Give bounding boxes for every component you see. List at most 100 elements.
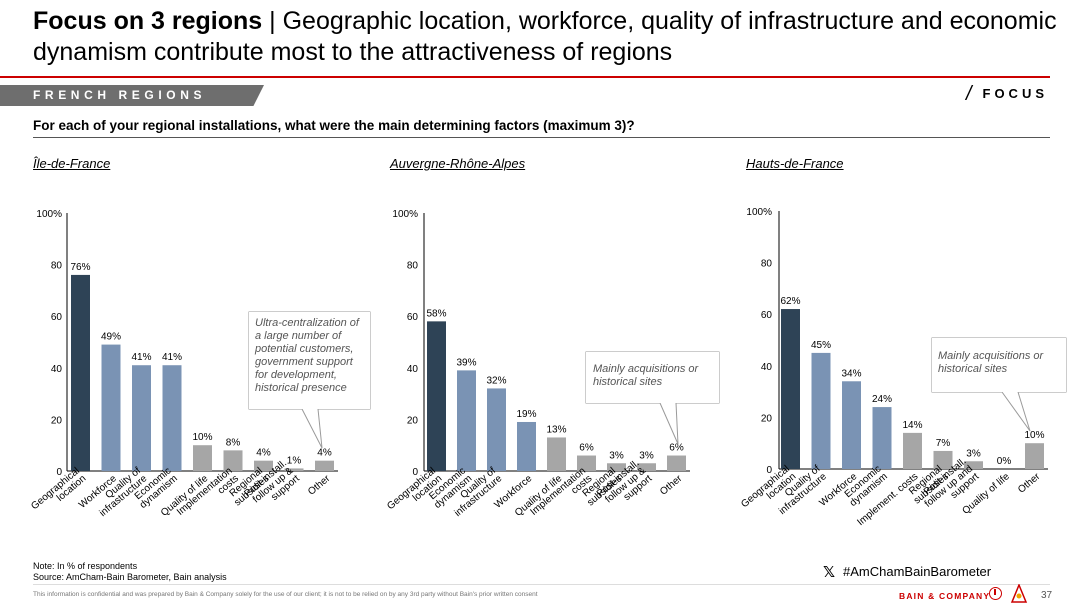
data-label: 4% bbox=[256, 448, 271, 459]
data-label: 19% bbox=[516, 409, 536, 420]
y-tick-label: 60 bbox=[761, 310, 773, 321]
y-tick-label: 100% bbox=[36, 209, 62, 220]
category-label: Other bbox=[306, 473, 333, 498]
data-label: 0% bbox=[997, 456, 1012, 467]
bar bbox=[903, 432, 922, 469]
bar bbox=[964, 461, 983, 469]
question-divider bbox=[33, 137, 1050, 138]
title-divider bbox=[0, 76, 1050, 78]
focus-label: FOCUS bbox=[982, 86, 1048, 101]
data-label: 39% bbox=[456, 357, 476, 368]
page-title-rest: | Geographic location, workforce, qualit… bbox=[33, 7, 1057, 66]
bain-brand: BAIN & COMPANY bbox=[899, 591, 991, 601]
x-logo-icon: 𝕏 bbox=[823, 564, 836, 581]
bar bbox=[933, 450, 953, 469]
bar bbox=[457, 370, 476, 471]
y-tick-label: 100% bbox=[392, 209, 418, 220]
region-title-auvergne: Auvergne-Rhône-Alpes bbox=[390, 156, 526, 171]
section-tag: FRENCH REGIONS bbox=[0, 85, 264, 106]
callout-auvergne: Mainly acquisitions or historical sites bbox=[586, 352, 719, 403]
y-tick-label: 100% bbox=[746, 207, 772, 218]
data-label: 34% bbox=[841, 368, 861, 379]
bar bbox=[811, 352, 831, 469]
bar bbox=[315, 460, 334, 471]
bar bbox=[781, 309, 800, 469]
y-tick-label: 80 bbox=[761, 259, 773, 270]
region-title-hauts-de-france: Hauts-de-France bbox=[746, 156, 844, 171]
data-label: 76% bbox=[70, 262, 90, 273]
bar bbox=[547, 437, 566, 471]
y-tick-label: 20 bbox=[51, 415, 63, 426]
y-tick-label: 40 bbox=[51, 364, 63, 375]
category-label: Other bbox=[1016, 471, 1043, 496]
source-text: Source: AmCham-Bain Barometer, Bain anal… bbox=[33, 572, 227, 582]
y-tick-label: 0 bbox=[766, 465, 772, 476]
bar bbox=[101, 344, 121, 471]
y-tick-label: 80 bbox=[51, 261, 63, 272]
data-label: 3% bbox=[609, 450, 624, 461]
bar bbox=[427, 321, 446, 471]
bar bbox=[284, 468, 304, 471]
bar bbox=[254, 460, 273, 471]
bar bbox=[1025, 443, 1044, 469]
y-tick-label: 60 bbox=[51, 312, 63, 323]
y-tick-label: 20 bbox=[407, 415, 419, 426]
footer-divider bbox=[33, 584, 1050, 585]
data-label: 10% bbox=[1024, 430, 1044, 441]
section-tag-label: FRENCH REGIONS bbox=[33, 88, 207, 102]
callout-hauts-de-france: Mainly acquisitions or historical sites bbox=[932, 338, 1066, 392]
page-title-bold: Focus on 3 regions bbox=[33, 7, 263, 35]
callout-pointer bbox=[301, 408, 323, 449]
note-text: Note: In % of respondents bbox=[33, 561, 138, 571]
bar bbox=[872, 407, 892, 469]
bar bbox=[162, 365, 182, 471]
confidential-notice: This information is confidential and was… bbox=[33, 591, 538, 598]
data-label: 7% bbox=[936, 438, 951, 449]
data-label: 58% bbox=[426, 308, 446, 319]
data-label: 4% bbox=[317, 448, 332, 459]
data-label: 14% bbox=[902, 420, 922, 431]
amcham-logo-icon bbox=[1010, 584, 1028, 603]
data-label: 13% bbox=[546, 424, 566, 435]
y-tick-label: 0 bbox=[412, 467, 418, 478]
data-label: 3% bbox=[966, 448, 981, 459]
footnote: Note: In % of respondents Source: AmCham… bbox=[33, 561, 227, 583]
data-label: 41% bbox=[162, 352, 182, 363]
data-label: 3% bbox=[639, 450, 654, 461]
data-label: 24% bbox=[872, 394, 892, 405]
region-title-ile-de-france: Île-de-France bbox=[33, 156, 111, 171]
data-label: 45% bbox=[811, 340, 831, 351]
hashtag-link[interactable]: #AmChamBainBarometer bbox=[843, 564, 992, 579]
callout-pointer bbox=[659, 402, 679, 445]
bar bbox=[223, 450, 243, 471]
bar bbox=[71, 274, 90, 471]
bar bbox=[842, 381, 861, 469]
callout-ile-de-france: Ultra-centralization of a large number o… bbox=[249, 312, 370, 409]
data-label: 6% bbox=[579, 443, 594, 454]
bar bbox=[487, 388, 506, 471]
bar bbox=[132, 365, 151, 471]
category-label: Other bbox=[658, 473, 685, 498]
y-tick-label: 60 bbox=[407, 312, 419, 323]
callout-pointer bbox=[1001, 391, 1031, 432]
survey-question: For each of your regional installations,… bbox=[33, 118, 635, 133]
page-number: 37 bbox=[1041, 590, 1053, 601]
data-label: 49% bbox=[101, 332, 121, 343]
bar bbox=[517, 421, 536, 471]
focus-slash-icon: / bbox=[966, 83, 972, 105]
data-label: 10% bbox=[192, 432, 212, 443]
bar bbox=[577, 455, 596, 471]
y-tick-label: 80 bbox=[407, 261, 419, 272]
data-label: 6% bbox=[669, 443, 684, 454]
data-label: 32% bbox=[486, 375, 506, 386]
y-tick-label: 40 bbox=[761, 362, 773, 373]
bar bbox=[607, 463, 626, 471]
bar bbox=[637, 463, 656, 471]
page-title: Focus on 3 regions | Geographic location… bbox=[33, 6, 1063, 68]
bar bbox=[193, 445, 212, 471]
data-label: 62% bbox=[780, 296, 800, 307]
bar bbox=[667, 455, 686, 471]
data-label: 1% bbox=[287, 455, 302, 466]
bain-logo-icon bbox=[989, 587, 1002, 600]
